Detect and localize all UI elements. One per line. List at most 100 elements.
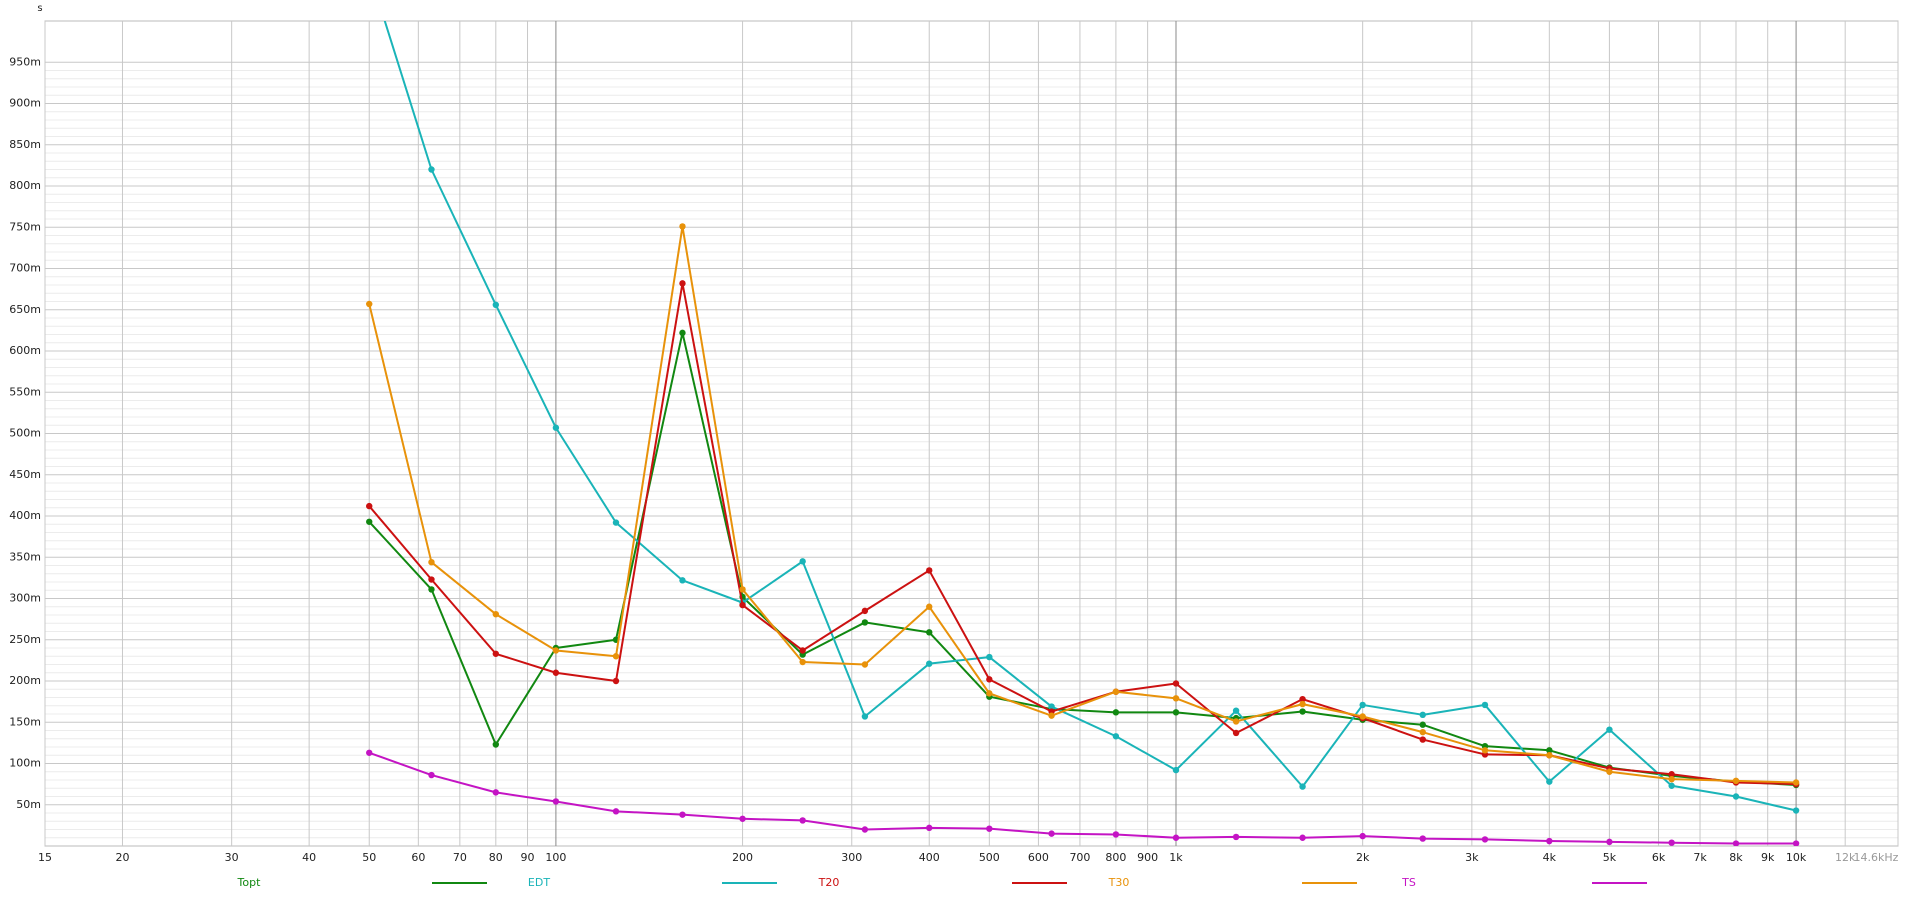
y-tick-label: 350m [9,550,41,563]
x-tick-label: 50 [362,851,376,864]
x-tick-label: 7k [1693,851,1707,864]
data-point [679,280,686,287]
x-tick-label: 1k [1169,851,1183,864]
data-point [428,586,435,593]
data-point [1668,782,1675,789]
x-tick-label: 14.6kHz [1854,851,1899,864]
data-point [492,741,500,748]
data-point [1359,701,1366,709]
data-point [926,629,933,636]
x-tick-label: 100 [545,851,566,864]
data-point [986,690,993,697]
x-tick-label: 40 [302,851,316,864]
data-point [552,798,560,805]
data-point [1112,709,1120,716]
data-point [926,824,933,832]
x-tick-label: 500 [979,851,1000,864]
data-point [1732,793,1740,800]
data-point [1112,831,1120,838]
data-point [428,559,435,566]
data-point [1792,779,1800,786]
y-tick-label: 450m [9,468,41,481]
x-tick-label: 600 [1028,851,1049,864]
x-tick-label: 60 [411,851,425,864]
data-point [1792,807,1800,814]
y-tick-label: 100m [9,757,41,770]
data-point [552,669,560,676]
data-point [1668,771,1675,778]
data-point [739,586,746,593]
data-point [1792,840,1800,846]
data-point [1419,711,1426,719]
data-point [1668,775,1675,783]
series-line [368,225,1797,784]
data-point [861,661,869,668]
data-point [679,223,686,230]
y-tick-label: 650m [9,303,41,316]
x-tick-label: 15 [38,851,52,864]
x-tick-label: 80 [489,851,503,864]
legend-label: Topt [237,876,262,889]
data-point [1232,729,1240,737]
x-tick-label: 90 [521,851,535,864]
data-point [1606,768,1613,775]
data-point [799,647,806,654]
data-point [1732,840,1740,846]
data-point [1481,701,1489,709]
data-point [1606,726,1613,733]
data-point [1048,712,1055,719]
x-tick-label: 12k [1835,851,1856,864]
x-tick-label: 800 [1105,851,1126,864]
series-area [366,21,1800,846]
data-point [926,603,933,610]
data-point [1048,703,1055,710]
x-tick-label: 5k [1603,851,1617,864]
y-tick-label: 500m [9,427,41,440]
legend-label: T20 [818,876,840,889]
data-point [1232,833,1240,841]
series-line [383,21,1797,812]
data-point [492,301,500,308]
data-point [612,519,620,526]
data-point [366,749,373,756]
x-tick-label: 300 [841,851,862,864]
data-point [1172,695,1180,702]
y-tick-label: 200m [9,674,41,687]
series-line [368,331,1797,786]
x-tick-label: 20 [115,851,129,864]
data-point [552,424,560,431]
data-point [1112,733,1120,740]
y-tick-label: 550m [9,385,41,398]
data-point [612,808,620,815]
data-point [366,502,373,510]
data-point [1359,832,1366,840]
x-tick-label: 700 [1069,851,1090,864]
x-tick-label: 4k [1543,851,1557,864]
data-point [1546,778,1553,785]
y-tick-label: 250m [9,633,41,646]
x-tick-label: 2k [1356,851,1370,864]
x-tick-label: 900 [1137,851,1158,864]
data-point [1419,721,1426,728]
data-point [1419,728,1426,736]
data-point [612,677,620,685]
legend-label: T30 [1108,876,1130,889]
data-point [1546,747,1553,754]
x-tick-label: 10k [1786,851,1807,864]
data-point [861,619,869,626]
data-point [739,815,746,822]
data-point [1299,783,1306,790]
data-point [1419,835,1426,842]
data-point [1546,752,1553,759]
x-tick-label: 70 [453,851,467,864]
data-point [1299,708,1306,715]
data-point [1232,718,1240,725]
y-tick-label: 600m [9,344,41,357]
y-tick-label: 900m [9,97,41,110]
y-tick-label: 700m [9,262,41,275]
data-point [799,658,806,666]
y-tick-label: 400m [9,509,41,522]
legend-label: TS [1401,876,1416,889]
x-tick-label: 3k [1465,851,1479,864]
